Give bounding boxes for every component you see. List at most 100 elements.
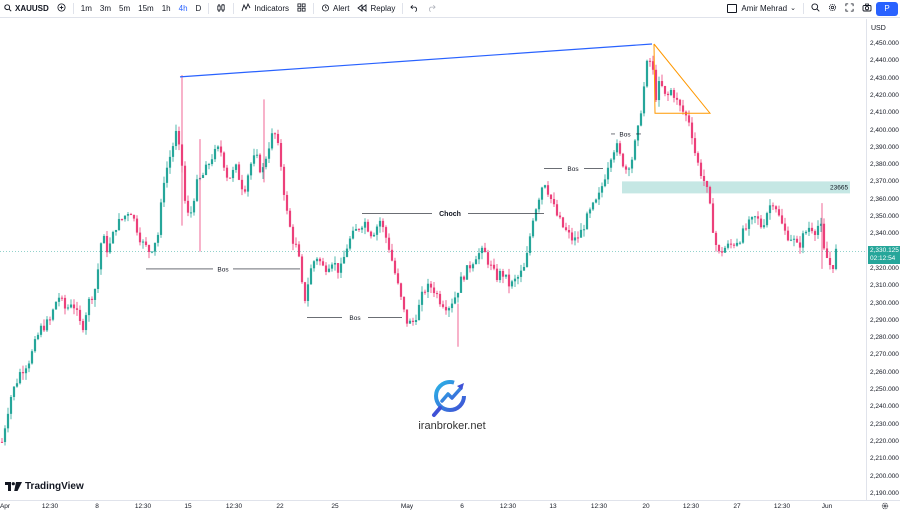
candle-body (660, 81, 664, 86)
candlestick-chart[interactable]: 23665 Bos Bos Choch Bos Bos (0, 19, 866, 500)
layout-icon (727, 4, 738, 13)
time-tick-label: 13 (549, 503, 557, 510)
candle-body (114, 229, 118, 232)
candle-body (6, 413, 10, 429)
alarm-clock-icon (321, 3, 330, 14)
candle-body (831, 264, 835, 269)
tf-1h[interactable]: 1h (161, 4, 171, 13)
candle-body (651, 61, 655, 70)
axis-settings-button[interactable] (881, 502, 889, 512)
candle-body (828, 257, 832, 265)
symbol-label: XAUUSD (15, 4, 49, 13)
quick-search-button[interactable] (807, 0, 824, 18)
tradingview-mark-icon (5, 482, 22, 491)
symbol-search[interactable]: XAUUSD (0, 0, 53, 18)
candle-body (396, 273, 400, 284)
candle-body (669, 89, 673, 96)
candle-body (468, 265, 472, 269)
candle-body (525, 252, 529, 267)
gear-icon (828, 3, 837, 14)
candle-body (546, 185, 550, 195)
tf-5m[interactable]: 5m (119, 4, 131, 13)
candle-body (597, 192, 601, 200)
candle-body (630, 159, 634, 169)
candle-body (72, 304, 76, 309)
settings-button[interactable] (824, 0, 841, 18)
time-tick-label: 12:30 (134, 503, 152, 510)
candle-body (159, 202, 163, 235)
candle-body (825, 248, 829, 258)
candle-body (603, 179, 607, 187)
candle-body (690, 122, 694, 139)
time-axis[interactable]: Apr 12:30 8 12:30 15 12:30 22 25 May 6 12:30 13 12:3… (0, 500, 900, 513)
candle-body (609, 159, 613, 168)
tf-15m[interactable]: 15m (138, 4, 154, 13)
undo-button[interactable] (406, 0, 423, 18)
time-tick-label: Apr (0, 503, 11, 510)
candle-body (378, 220, 382, 227)
candle-body (738, 242, 742, 244)
snapshot-button[interactable] (858, 0, 876, 18)
gear-icon (881, 502, 889, 512)
price-tick-label: 2,430.000 (870, 74, 899, 82)
indicators-button[interactable]: Indicators (237, 0, 293, 18)
candle-body (303, 282, 307, 301)
time-tick-label: 6 (460, 503, 464, 510)
candle-body (147, 245, 151, 252)
fullscreen-button[interactable] (841, 0, 858, 18)
candle-body (432, 287, 436, 294)
redo-button[interactable] (423, 0, 440, 18)
tf-3m[interactable]: 3m (99, 4, 112, 13)
chart-type-button[interactable] (212, 0, 230, 18)
magnifier-icon (811, 3, 820, 14)
candle-body (447, 308, 451, 311)
replay-button[interactable]: Replay (353, 0, 399, 18)
publish-button[interactable]: P (876, 1, 898, 16)
candle-body (207, 164, 211, 166)
supply-zone (622, 181, 850, 194)
price-tick-label: 2,400.000 (870, 126, 899, 134)
candle-body (357, 228, 361, 230)
candle-body (474, 259, 478, 265)
chart-pane[interactable]: 23665 Bos Bos Choch Bos Bos (0, 19, 866, 500)
candle-body (801, 233, 805, 248)
candle-body (297, 244, 301, 257)
candle-body (798, 242, 802, 248)
alert-button[interactable]: Alert (317, 0, 353, 18)
candle-body (627, 168, 631, 170)
candle-body (369, 231, 373, 237)
candle-body (171, 146, 175, 157)
candle-body (36, 334, 40, 340)
compare-symbol-button[interactable] (53, 0, 70, 18)
candle-body (555, 204, 559, 216)
candle-body (282, 166, 286, 195)
candle-body (585, 213, 589, 230)
candle-body (174, 130, 178, 147)
candle-body (645, 60, 649, 87)
candle-body (807, 227, 811, 232)
layouts-button[interactable] (293, 0, 310, 18)
candle-body (618, 143, 622, 154)
candle-body (315, 258, 319, 262)
candle-body (510, 281, 514, 287)
camera-icon (862, 3, 872, 14)
tf-d[interactable]: D (195, 4, 202, 13)
tf-4h[interactable]: 4h (178, 4, 188, 13)
price-scale[interactable]: USD 2,450.000 2,440.000 2,430.000 2,420.000… (866, 19, 900, 500)
bos-label: Bos (567, 166, 579, 173)
price-tick-label: 2,410.000 (870, 109, 899, 117)
user-menu[interactable]: Amir Mehrad ⌄ (723, 0, 800, 18)
candle-body (339, 263, 343, 273)
candle-body (438, 293, 442, 305)
candle-body (615, 143, 619, 153)
candle-body (213, 148, 217, 160)
price-tick-label: 2,380.000 (870, 161, 899, 169)
user-name: Amir Mehrad (741, 4, 788, 13)
tradingview-logo[interactable]: TradingView (5, 481, 84, 492)
candle-body (372, 234, 376, 237)
price-tick-label: 2,370.000 (870, 178, 899, 186)
time-tick-label: 15 (184, 503, 192, 510)
replay-label: Replay (370, 4, 396, 13)
tf-1m[interactable]: 1m (80, 4, 92, 13)
candle-body (672, 89, 676, 98)
